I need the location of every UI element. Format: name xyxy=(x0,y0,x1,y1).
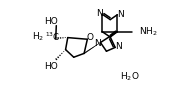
Polygon shape xyxy=(84,43,100,54)
Text: NH$_2$: NH$_2$ xyxy=(139,25,157,38)
Text: $^{13}$C: $^{13}$C xyxy=(44,31,60,43)
Text: H$_2$: H$_2$ xyxy=(32,31,44,43)
Text: O: O xyxy=(86,33,93,42)
Text: N: N xyxy=(94,39,101,48)
Text: H$_2$O: H$_2$O xyxy=(119,70,139,83)
Text: HO: HO xyxy=(44,17,58,26)
Text: HO: HO xyxy=(44,62,58,71)
Text: N: N xyxy=(96,9,102,18)
Text: N: N xyxy=(117,10,124,19)
Text: N: N xyxy=(115,43,122,51)
